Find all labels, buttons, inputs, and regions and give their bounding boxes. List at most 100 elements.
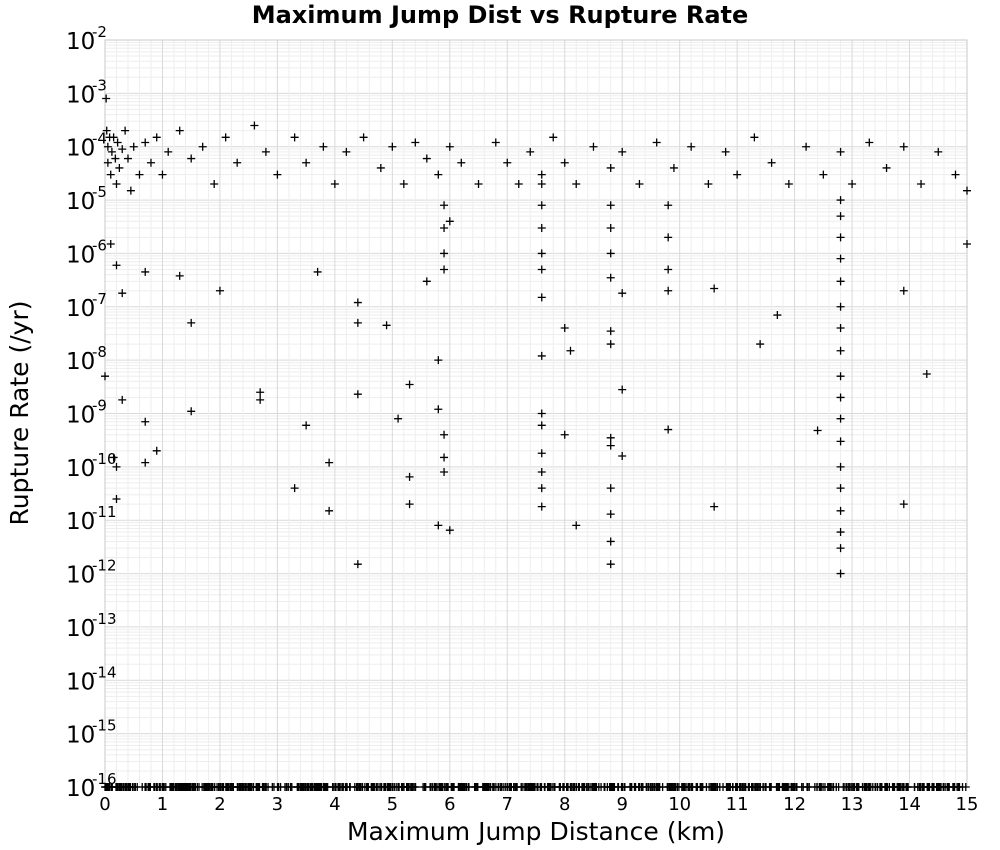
data-point: [503, 158, 512, 167]
data-point: [350, 783, 359, 791]
data-point: [313, 267, 322, 276]
data-point: [606, 537, 615, 546]
data-point: [606, 510, 615, 519]
data-point: [526, 147, 535, 156]
data-point: [923, 783, 932, 791]
data-point: [126, 186, 135, 195]
data-point: [836, 414, 845, 423]
data-point: [269, 783, 278, 791]
data-point: [440, 468, 449, 477]
data-point: [537, 201, 546, 210]
data-point: [537, 421, 546, 430]
data-point: [440, 201, 449, 210]
x-tick-label: 6: [444, 794, 455, 815]
data-point: [723, 783, 732, 791]
data-point: [733, 170, 742, 179]
data-point: [152, 133, 161, 142]
data-point: [836, 528, 845, 537]
data-point: [836, 233, 845, 242]
data-point: [376, 163, 385, 172]
data-point: [422, 154, 431, 163]
data-point: [146, 158, 155, 167]
data-point: [102, 94, 111, 103]
data-point: [756, 340, 765, 349]
data-point: [434, 170, 443, 179]
data-point: [589, 142, 598, 151]
y-tick-label: 10: [66, 403, 95, 429]
data-point: [784, 180, 793, 189]
data-point: [953, 783, 962, 791]
chart-title: Maximum Jump Dist vs Rupture Rate: [252, 1, 749, 29]
y-tick-exponent: -9: [92, 397, 107, 415]
data-point: [664, 425, 673, 434]
x-tick-label: 0: [99, 794, 110, 815]
data-point: [618, 385, 627, 394]
data-point: [233, 158, 242, 167]
data-point: [819, 170, 828, 179]
y-tick-exponent: -10: [92, 450, 117, 468]
data-point: [606, 340, 615, 349]
data-point: [109, 453, 118, 462]
data-point: [836, 302, 845, 311]
data-point: [578, 783, 587, 791]
data-point: [118, 395, 127, 404]
data-point: [560, 430, 569, 439]
data-point: [836, 196, 845, 205]
data-point: [635, 783, 644, 791]
data-point: [767, 158, 776, 167]
grid: [104, 40, 968, 788]
data-point: [783, 783, 792, 791]
data-point: [353, 560, 362, 569]
data-point: [402, 783, 411, 791]
data-point: [457, 158, 466, 167]
y-tick-exponent: -3: [92, 76, 107, 94]
data-point: [813, 426, 822, 435]
data-point: [836, 346, 845, 355]
data-point: [210, 180, 219, 189]
data-point: [899, 500, 908, 509]
data-point: [112, 494, 121, 503]
x-tick-label: 2: [214, 794, 225, 815]
y-tick-label: 10: [66, 136, 95, 162]
data-point: [836, 462, 845, 471]
data-point: [762, 783, 771, 791]
data-point: [922, 369, 931, 378]
data-point: [434, 405, 443, 414]
data-point: [115, 163, 124, 172]
data-point: [664, 201, 673, 210]
data-point: [642, 783, 651, 791]
x-tick-label: 15: [956, 794, 979, 815]
y-tick-label: 10: [66, 349, 95, 375]
data-point: [836, 147, 845, 156]
data-point: [273, 170, 282, 179]
data-point: [421, 783, 430, 791]
data-point: [817, 783, 826, 791]
data-point: [262, 783, 271, 791]
data-point: [103, 142, 112, 151]
data-point: [302, 421, 311, 430]
data-point: [113, 138, 122, 147]
data-point: [290, 484, 299, 493]
data-point: [303, 783, 312, 791]
data-point: [536, 783, 545, 791]
data-point: [256, 395, 265, 404]
data-point: [107, 147, 116, 156]
data-point: [106, 170, 115, 179]
x-tick-label: 12: [783, 794, 806, 815]
data-point: [215, 286, 224, 295]
y-tick-exponent: -14: [92, 663, 117, 681]
x-tick-label: 9: [616, 794, 627, 815]
y-tick-label: 10: [66, 82, 95, 108]
data-point: [752, 783, 761, 791]
data-point: [606, 560, 615, 569]
data-point: [152, 446, 161, 455]
data-point: [606, 273, 615, 282]
data-point: [474, 180, 483, 189]
data-point: [290, 133, 299, 142]
data-point: [514, 180, 523, 189]
data-point: [836, 372, 845, 381]
data-point: [319, 142, 328, 151]
data-point: [549, 133, 558, 142]
data-point: [568, 783, 577, 791]
data-point: [871, 783, 880, 791]
